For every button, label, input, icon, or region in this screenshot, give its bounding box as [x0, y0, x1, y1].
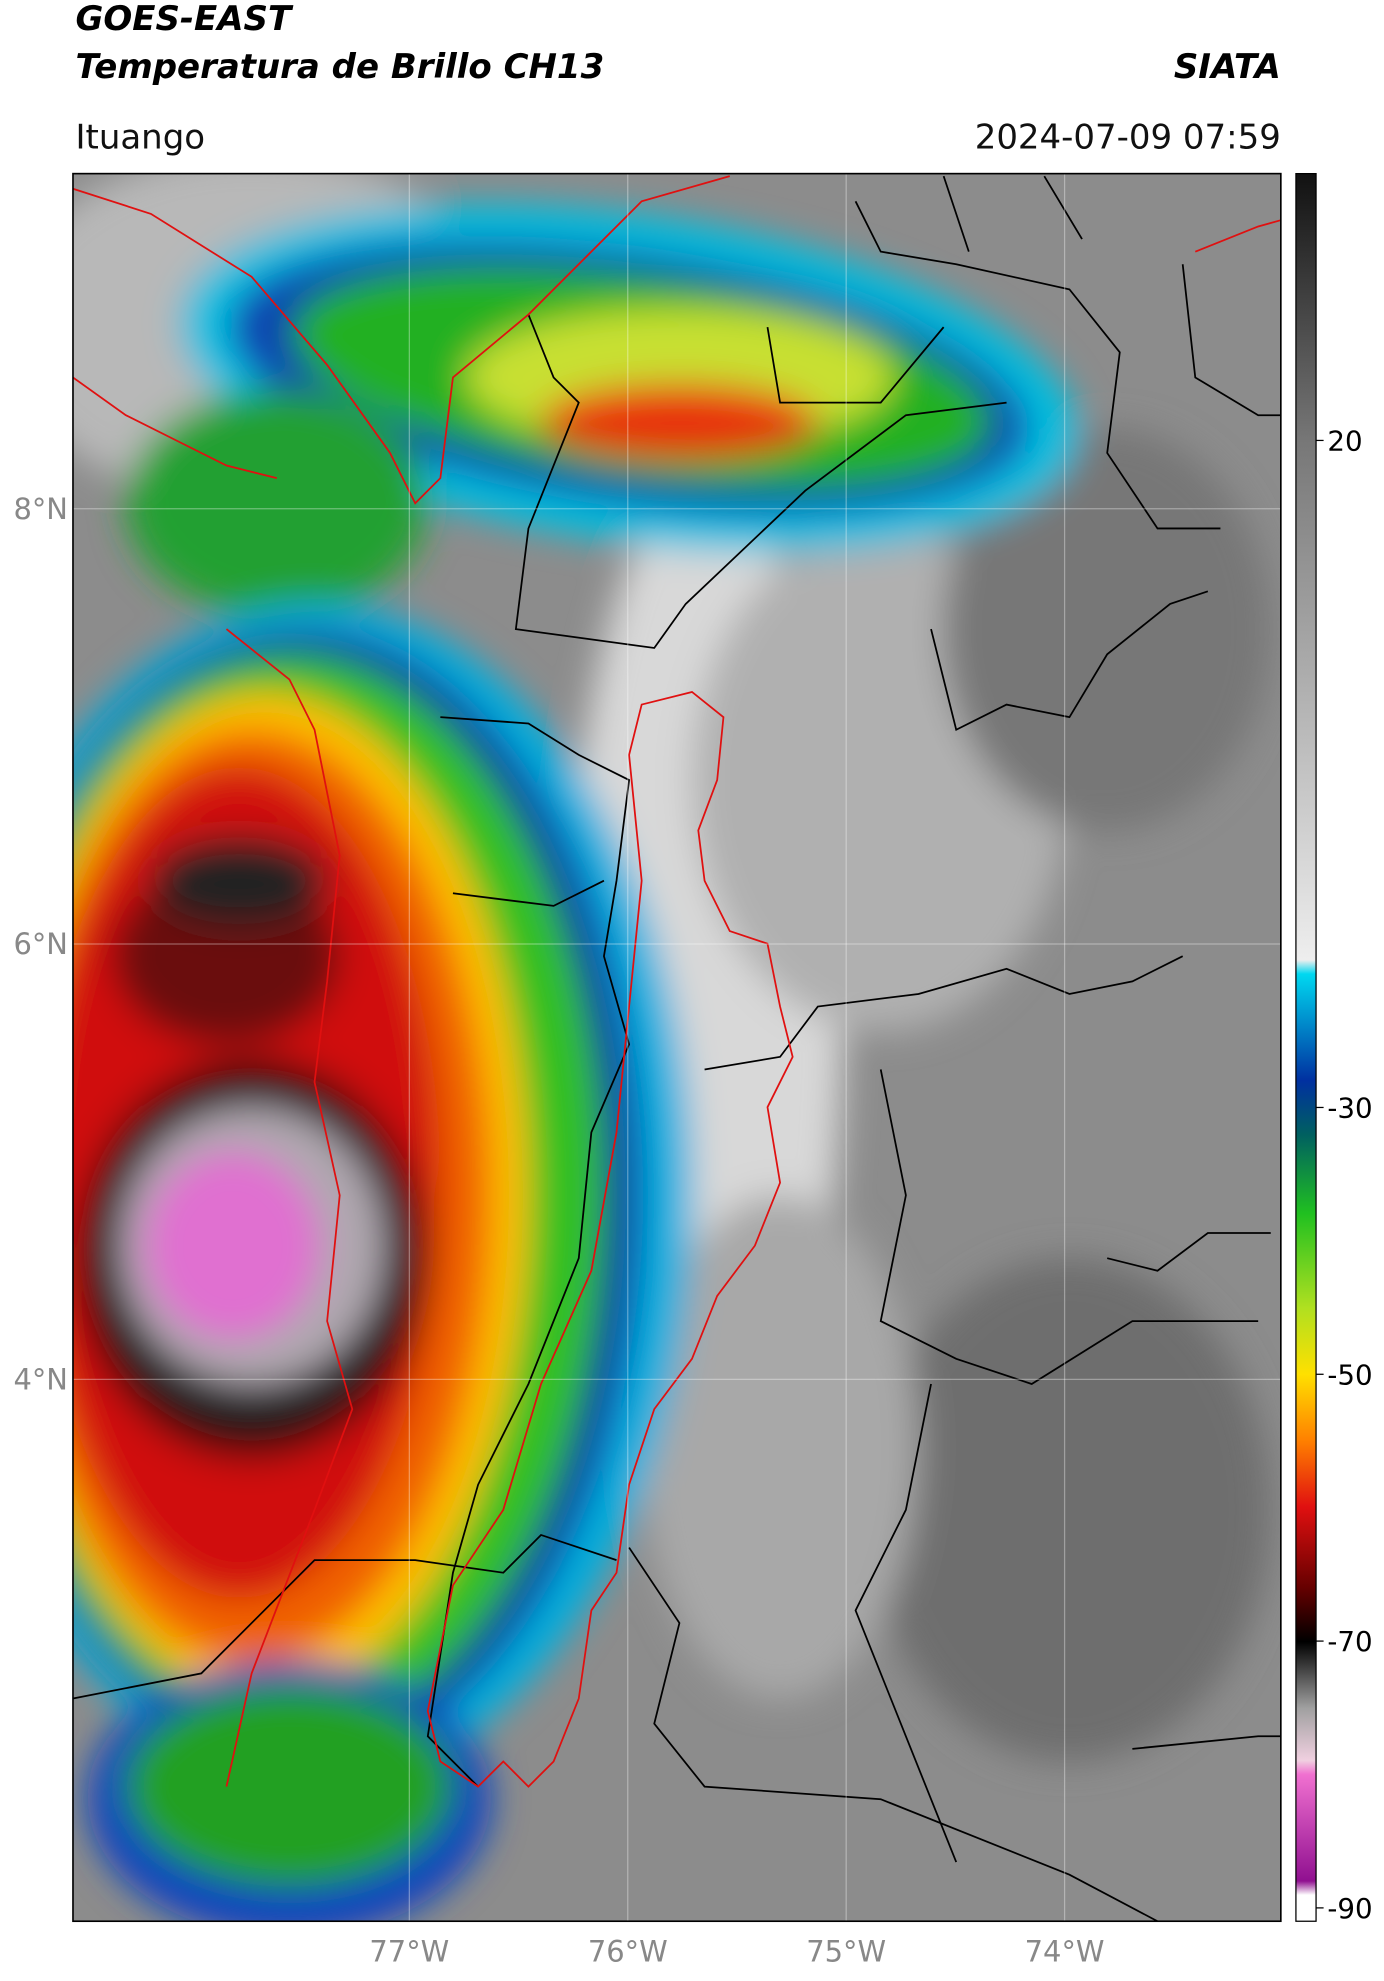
colorbar-label: -90: [1327, 1892, 1372, 1925]
colorbar-label: -30: [1327, 1092, 1372, 1125]
agency: SIATA: [1174, 47, 1281, 87]
map-frame: [72, 172, 1282, 1923]
colorbar-label: -70: [1327, 1625, 1372, 1658]
lat-label: 6°N: [13, 927, 68, 961]
lon-label: 74°W: [1025, 1934, 1105, 1968]
colorbar-label: -50: [1327, 1358, 1372, 1391]
lon-label: 75°W: [806, 1934, 886, 1968]
colorbar-label: 20: [1327, 425, 1362, 458]
graticule: [72, 173, 1281, 1922]
datetime: 2024-07-09 07:59: [975, 117, 1281, 157]
lat-label: 4°N: [13, 1362, 68, 1396]
location: Ituango: [75, 117, 205, 157]
subtitle: Temperatura de Brillo CH13: [75, 47, 604, 87]
colorbar: [1295, 172, 1317, 1922]
lat-label: 8°N: [13, 492, 68, 526]
title: GOES-EAST: [75, 0, 293, 39]
lon-label: 77°W: [369, 1934, 449, 1968]
lon-label: 76°W: [588, 1934, 668, 1968]
satellite-image: [72, 173, 1281, 1922]
